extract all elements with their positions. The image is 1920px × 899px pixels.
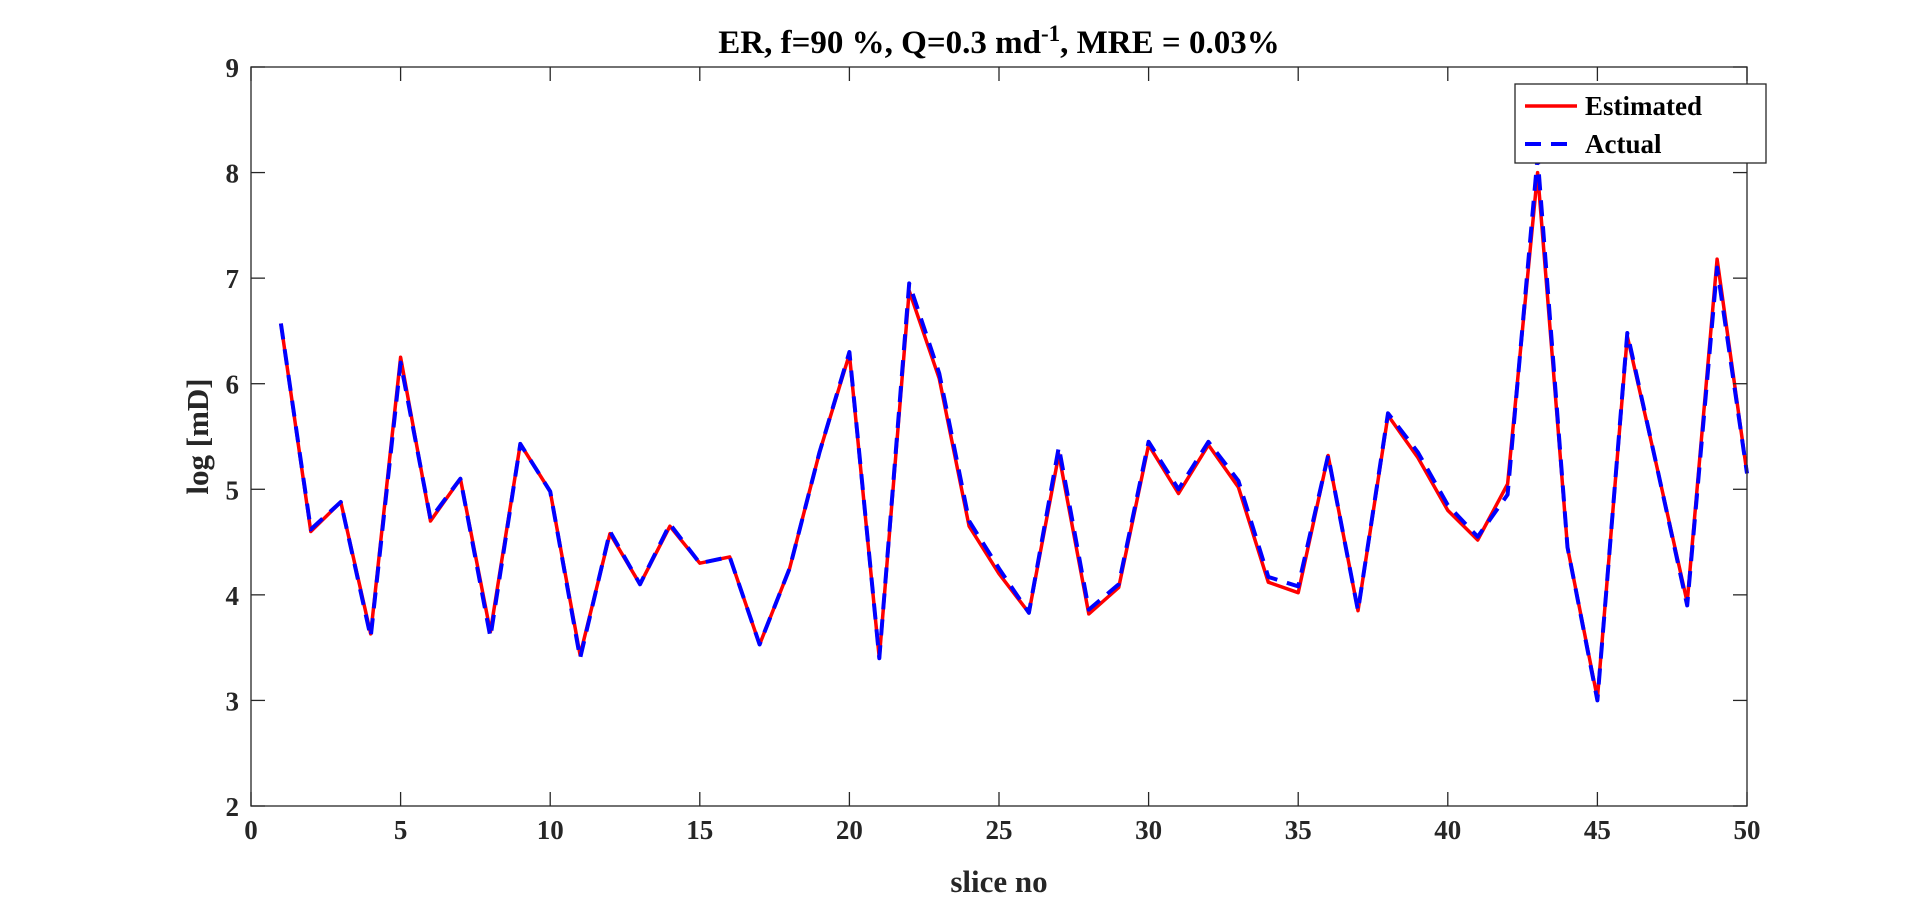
legend-label-actual: Actual [1585,129,1662,159]
chart-title-superscript: -1 [1041,21,1060,46]
ticks-layer [250,66,1748,807]
y-tick-label: 2 [226,792,240,822]
x-axis-label: slice no [950,864,1047,899]
y-axis-label: log [mD] [180,378,215,494]
x-tick-label: 0 [244,815,258,845]
y-tick-label: 6 [226,370,240,400]
chart-title-suffix: , MRE = 0.03% [1060,25,1280,61]
chart-title: ER, f=90 %, Q=0.3 md-1, MRE = 0.03% [718,21,1279,62]
x-tick-label: 15 [686,815,713,845]
series-line-actual [278,154,1749,703]
y-tick-label: 7 [226,264,240,294]
y-tick-label: 8 [226,159,240,189]
x-tick-label: 45 [1584,815,1611,845]
x-tick-label: 30 [1135,815,1162,845]
x-tick-label: 25 [986,815,1013,845]
legend: Estimated Actual [1514,83,1767,164]
y-tick-label: 4 [226,581,240,611]
y-tick-label: 3 [226,686,240,716]
legend-box [1514,83,1767,164]
chart-title-main: ER, f=90 %, Q=0.3 md [718,25,1041,61]
y-tick-label: 5 [226,475,240,505]
x-tick-label: 40 [1434,815,1461,845]
series-layer [278,154,1749,703]
plot-area [251,67,1747,806]
x-tick-label: 5 [394,815,408,845]
y-tick-label: 9 [226,53,240,83]
legend-label-estimated: Estimated [1585,91,1702,121]
x-tick-label: 10 [537,815,564,845]
x-tick-label: 35 [1285,815,1312,845]
x-tick-label: 50 [1734,815,1761,845]
x-tick-label: 20 [836,815,863,845]
